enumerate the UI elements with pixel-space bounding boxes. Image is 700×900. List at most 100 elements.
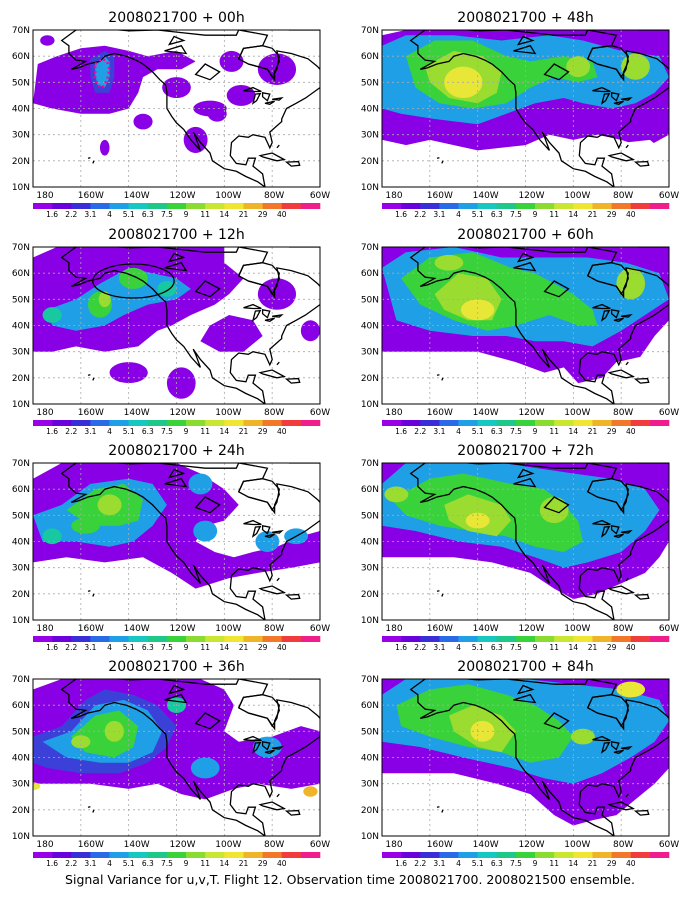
colorbar-swatch bbox=[439, 420, 459, 426]
variance-contour bbox=[465, 512, 490, 529]
lat-tick-label: 50N bbox=[361, 727, 379, 737]
lon-tick-label: 180 bbox=[36, 191, 53, 201]
lon-tick-label: 140W bbox=[124, 840, 150, 850]
lon-tick-label: 120W bbox=[518, 408, 544, 418]
grid-lines bbox=[382, 463, 669, 620]
lon-tick-label: 180 bbox=[385, 408, 402, 418]
lon-tick-label: 140W bbox=[473, 624, 499, 634]
coastline-path bbox=[251, 741, 262, 754]
colorbar-label: 2.2 bbox=[414, 643, 426, 652]
map-panel-p12: 2008021700 + 12h 10N 20N 30N 40N 50N 60N 70N 180… bbox=[12, 227, 330, 436]
coastline-path bbox=[516, 684, 535, 695]
lon-tick-label: 120W bbox=[169, 191, 195, 201]
colorbar-label: 11 bbox=[200, 643, 210, 652]
coastline-path bbox=[87, 590, 91, 592]
lat-tick-label: 60N bbox=[361, 269, 379, 279]
lat-tick-label: 30N bbox=[361, 780, 379, 790]
coastline-path bbox=[516, 468, 535, 479]
colorbar-swatch bbox=[186, 420, 206, 426]
lat-tick-label: 40N bbox=[361, 754, 379, 764]
coastline-path bbox=[238, 478, 280, 512]
coastline-path bbox=[436, 157, 440, 159]
variance-contour bbox=[119, 267, 148, 289]
colorbar: 1.6 2.2 3.1 4 5.1 6.3 7.5 9 11 14 21 29 40 bbox=[33, 420, 321, 436]
colorbar-label: 40 bbox=[277, 643, 287, 652]
colorbar-label: 1.6 bbox=[46, 427, 58, 436]
lon-tick-label: 80W bbox=[613, 840, 633, 850]
colorbar-label: 14 bbox=[220, 859, 230, 868]
colorbar-label: 29 bbox=[607, 210, 617, 219]
lon-tick-label: 160W bbox=[78, 408, 104, 418]
lat-tick-label: 20N bbox=[12, 590, 30, 600]
colorbar-swatch bbox=[52, 203, 72, 209]
colorbar-swatch bbox=[147, 203, 168, 209]
colorbar-swatch bbox=[554, 203, 574, 209]
lat-tick-label: 10N bbox=[361, 616, 379, 626]
coastline-path bbox=[513, 261, 537, 272]
colorbar-swatch bbox=[611, 203, 632, 209]
colorbar-swatch bbox=[109, 420, 129, 426]
lon-tick-label: 60W bbox=[659, 408, 679, 418]
colorbar-label: 29 bbox=[258, 643, 268, 652]
lat-tick-label: 70N bbox=[12, 243, 30, 253]
coastline-path bbox=[194, 496, 221, 514]
coastline-path bbox=[610, 92, 620, 102]
lon-tick-label: 140W bbox=[473, 840, 499, 850]
colorbar-label: 1.6 bbox=[395, 427, 407, 436]
colorbar-label: 40 bbox=[626, 427, 636, 436]
colorbar-swatch bbox=[128, 203, 149, 209]
lon-tick-label: 160W bbox=[78, 840, 104, 850]
colorbar-label: 6.3 bbox=[491, 859, 503, 868]
colorbar-swatch bbox=[52, 636, 72, 642]
lon-tick-label: 80W bbox=[613, 191, 633, 201]
coastline-path bbox=[264, 533, 275, 538]
colorbar-label: 14 bbox=[220, 427, 230, 436]
panel-title: 2008021700 + 12h bbox=[108, 227, 244, 243]
colorbar-label: 21 bbox=[588, 427, 598, 436]
colorbar-label: 6.3 bbox=[491, 427, 503, 436]
variance-contour bbox=[570, 728, 595, 745]
lat-tick-label: 40N bbox=[361, 105, 379, 115]
colorbar-label: 29 bbox=[258, 427, 268, 436]
colorbar-swatch bbox=[554, 852, 574, 858]
coastline-path bbox=[633, 809, 650, 816]
coastline-path bbox=[516, 35, 535, 46]
colorbar-label: 40 bbox=[626, 643, 636, 652]
panel-title: 2008021700 + 84h bbox=[457, 659, 593, 675]
lon-tick-label: 60W bbox=[310, 191, 330, 201]
lon-tick-label: 180 bbox=[385, 840, 402, 850]
coastline-path bbox=[276, 793, 280, 798]
colorbar-swatch bbox=[243, 420, 263, 426]
colorbar-swatch bbox=[71, 203, 91, 209]
coastline-path bbox=[258, 585, 287, 595]
colorbar-label: 40 bbox=[277, 210, 287, 219]
colorbar-label: 4 bbox=[456, 859, 461, 868]
coastline-path bbox=[587, 694, 629, 728]
colorbar-label: 29 bbox=[607, 643, 617, 652]
lat-tick-label: 20N bbox=[12, 806, 30, 816]
colorbar-swatch bbox=[262, 203, 283, 209]
lon-tick-label: 100W bbox=[564, 408, 590, 418]
colorbar-label: 4 bbox=[456, 427, 461, 436]
lon-tick-label: 60W bbox=[310, 624, 330, 634]
map-panel-p60: 2008021700 + 60h 10N 20N 30N 40N 50N 60N 70N 180… bbox=[361, 227, 679, 436]
variance-contour bbox=[200, 315, 263, 352]
colorbar-label: 40 bbox=[626, 210, 636, 219]
lat-tick-label: 50N bbox=[12, 78, 30, 88]
coastline bbox=[60, 30, 320, 187]
colorbar-swatch bbox=[592, 636, 612, 642]
coastline bbox=[60, 463, 320, 620]
colorbar-swatch bbox=[649, 420, 670, 426]
colorbar-label: 11 bbox=[549, 643, 559, 652]
colorbar-label: 5.1 bbox=[123, 859, 135, 868]
colorbar-label: 9 bbox=[184, 643, 189, 652]
colorbar-label: 7.5 bbox=[161, 859, 173, 868]
grid-lines bbox=[33, 30, 320, 187]
lat-tick-label: 40N bbox=[361, 538, 379, 548]
coastline-path bbox=[587, 262, 629, 296]
colorbar-swatch bbox=[186, 636, 206, 642]
colorbar-swatch bbox=[573, 203, 593, 209]
colorbar-label: 11 bbox=[200, 210, 210, 219]
coastline-path bbox=[272, 314, 284, 318]
colorbar-swatch bbox=[649, 852, 670, 858]
